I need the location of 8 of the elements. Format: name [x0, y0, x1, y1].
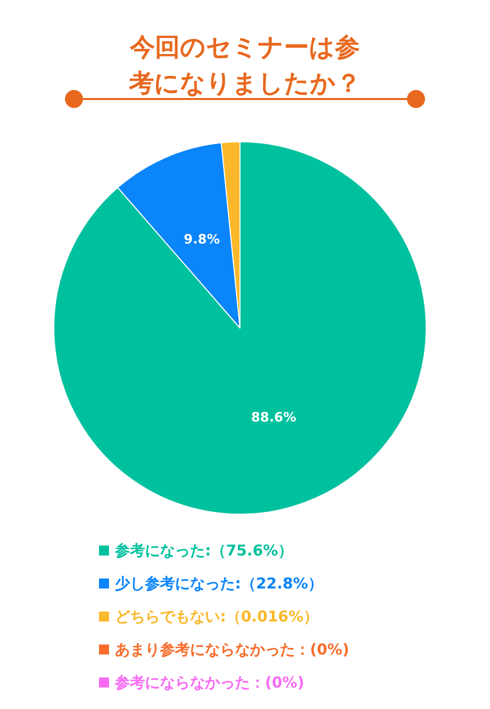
- legend-label: 参考になった:（75.6%）: [114, 542, 294, 560]
- data-label: 9.8%: [184, 232, 220, 248]
- legend-label: どちらでもない:（0.016%）: [115, 608, 318, 626]
- legend-label: あまり参考にならなかった：(0%): [115, 640, 350, 658]
- data-label: 88.6%: [251, 410, 296, 426]
- legend-label: 少し参考になった:（22.8%）: [115, 574, 324, 592]
- chart-title: 今回のセミナーは参考になりましたか？: [128, 32, 361, 98]
- legend-label: 参考にならなかった：(0%): [114, 674, 304, 692]
